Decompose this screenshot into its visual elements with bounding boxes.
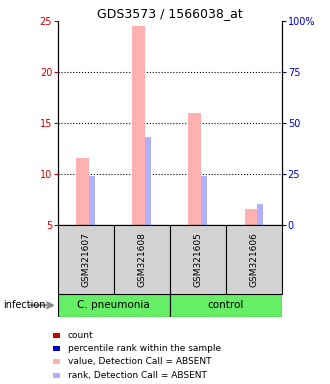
Text: count: count bbox=[68, 331, 93, 340]
Bar bbox=[170, 294, 282, 317]
Bar bbox=[188, 113, 201, 225]
Text: C. pneumonia: C. pneumonia bbox=[78, 300, 150, 310]
Text: percentile rank within the sample: percentile rank within the sample bbox=[68, 344, 221, 353]
Bar bbox=[114, 225, 170, 294]
Bar bbox=[53, 373, 60, 378]
Bar bbox=[58, 225, 114, 294]
Bar bbox=[76, 159, 88, 225]
Text: GSM321605: GSM321605 bbox=[193, 232, 203, 286]
Bar bbox=[201, 176, 207, 225]
Text: GSM321608: GSM321608 bbox=[137, 232, 147, 286]
Bar bbox=[170, 225, 226, 294]
Text: GSM321607: GSM321607 bbox=[81, 232, 90, 286]
Bar bbox=[53, 359, 60, 364]
Bar bbox=[245, 209, 257, 225]
Text: control: control bbox=[208, 300, 244, 310]
Text: rank, Detection Call = ABSENT: rank, Detection Call = ABSENT bbox=[68, 371, 207, 380]
Bar bbox=[53, 346, 60, 351]
Bar bbox=[226, 225, 282, 294]
Text: value, Detection Call = ABSENT: value, Detection Call = ABSENT bbox=[68, 357, 211, 366]
Text: infection: infection bbox=[3, 300, 46, 310]
Bar bbox=[257, 204, 263, 225]
Bar bbox=[145, 137, 151, 225]
Bar bbox=[132, 26, 145, 225]
Bar bbox=[89, 176, 95, 225]
Bar bbox=[53, 333, 60, 338]
Text: GSM321606: GSM321606 bbox=[249, 232, 259, 286]
Title: GDS3573 / 1566038_at: GDS3573 / 1566038_at bbox=[97, 7, 243, 20]
Bar bbox=[58, 294, 170, 317]
